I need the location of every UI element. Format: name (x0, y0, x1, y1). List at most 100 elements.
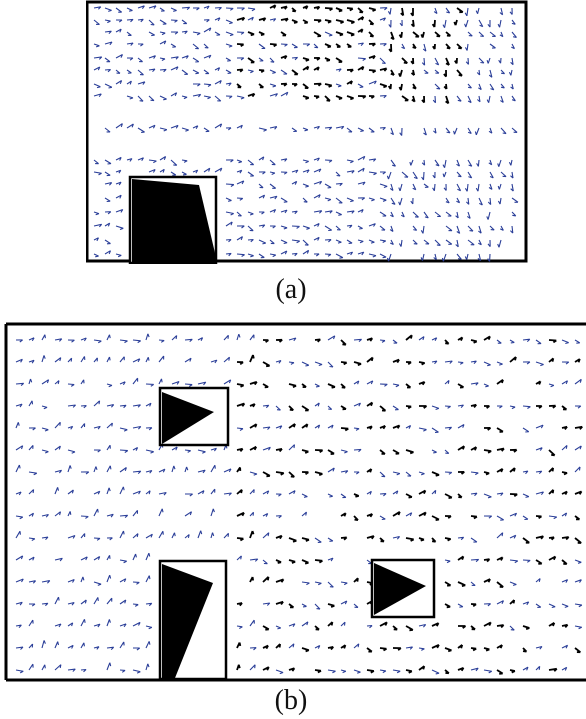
flow-vector-glyph (185, 494, 193, 496)
flow-vector-glyph (68, 465, 71, 472)
flow-vector-glyph (549, 623, 554, 626)
flow-vector-glyph (55, 665, 61, 670)
flow-vector-glyph (523, 667, 528, 670)
flow-vector-glyph (133, 427, 141, 430)
flow-vector-glyph (315, 403, 319, 406)
flow-vector-glyph (237, 467, 240, 472)
flow-vector-glyph (445, 380, 449, 384)
flow-vector-glyph (458, 556, 463, 560)
flow-vector-glyph (575, 427, 582, 430)
flow-vector-glyph (302, 648, 309, 651)
flow-vector-glyph (523, 560, 530, 562)
flow-vector-glyph (536, 579, 540, 583)
flow-vector-glyph (315, 339, 320, 341)
flow-vector-glyph (432, 538, 436, 542)
flow-vector-glyph (471, 340, 477, 343)
flow-vector-glyph (406, 670, 412, 673)
flow-vector-glyph (341, 406, 346, 409)
flow-vector-glyph (432, 428, 439, 432)
flow-vector-glyph (445, 538, 451, 541)
flow-vector-glyph (432, 472, 439, 476)
flow-vector-glyph (42, 355, 45, 362)
flow-vector-glyph (562, 427, 567, 430)
flow-vector-glyph (146, 384, 154, 386)
flow-vector-glyph (16, 647, 23, 649)
flow-vector-glyph (406, 626, 413, 630)
flow-vector-glyph (16, 579, 23, 582)
flow-vector-glyph (133, 670, 140, 673)
flow-vector-glyph (250, 512, 254, 516)
flow-vector-glyph (510, 406, 515, 409)
flow-vector-glyph (536, 406, 542, 408)
flow-vector-glyph (81, 424, 85, 429)
flow-vector-glyph (107, 445, 110, 450)
flow-vector-glyph (562, 645, 568, 648)
flow-vector-glyph (536, 448, 542, 451)
flow-vector-glyph (42, 428, 48, 431)
flow-vector-glyph (185, 384, 192, 387)
flow-vector-glyph (29, 620, 33, 626)
flow-vector-glyph (68, 358, 72, 362)
flow-vector-glyph (484, 406, 489, 408)
flow-vector-glyph (354, 403, 361, 406)
flow-vector-glyph (55, 487, 59, 494)
flow-vector-glyph (55, 597, 59, 604)
flow-vector-glyph (523, 339, 530, 341)
flow-vector-glyph (549, 406, 556, 408)
flow-vector-glyph (419, 491, 425, 495)
flow-vector-glyph (250, 424, 257, 428)
flow-vector-glyph (575, 491, 582, 494)
flow-vector-glyph (302, 494, 307, 497)
flow-vector-glyph (419, 666, 424, 670)
flow-vector-glyph (536, 425, 543, 428)
flow-vector-glyph (146, 534, 152, 538)
flow-vector-glyph (94, 647, 99, 650)
flow-vector-glyph (458, 405, 464, 408)
flow-vector-glyph (510, 494, 517, 496)
flow-vector-glyph (367, 536, 374, 539)
flow-vector-glyph (328, 558, 333, 561)
flow-vector-glyph (471, 582, 475, 586)
flow-vector-glyph (497, 557, 503, 560)
flow-vector-glyph (315, 425, 320, 428)
flow-vector-glyph (575, 538, 581, 543)
flow-vector-glyph (81, 619, 85, 626)
flow-vector-glyph (536, 666, 540, 670)
flow-vector-glyph (510, 357, 516, 362)
flow-vector-glyph (29, 581, 36, 584)
flow-vector-glyph (159, 493, 166, 496)
flow-vector-glyph (263, 472, 270, 476)
flow-vector-glyph (107, 598, 112, 604)
flow-vector-glyph (315, 582, 321, 585)
flow-vector-glyph (68, 490, 73, 494)
flow-vector-glyph (55, 558, 62, 561)
flow-vector-glyph (146, 553, 150, 560)
flow-vector-glyph (367, 381, 373, 384)
flow-vector-glyph (224, 493, 232, 495)
flow-vector-glyph (120, 531, 124, 538)
flow-vector-glyph (328, 468, 334, 472)
flow-vector-glyph (523, 648, 527, 652)
flow-vector-glyph (289, 384, 296, 387)
flow-vector-glyph (276, 560, 281, 563)
flow-vector-glyph (510, 626, 514, 630)
flow-vector-glyph (146, 357, 149, 362)
flow-vector-glyph (432, 338, 437, 341)
flow-vector-glyph (575, 379, 581, 384)
flow-vector-glyph (107, 619, 110, 626)
flow-vector-glyph (250, 490, 254, 495)
flow-vector-glyph (341, 471, 348, 474)
flow-vector-glyph (315, 384, 320, 387)
flow-vector-glyph (120, 405, 126, 407)
flow-vector-glyph (237, 556, 241, 560)
flow-vector-glyph (250, 577, 253, 582)
flow-vector-glyph (445, 406, 451, 408)
flow-vector-glyph (289, 668, 294, 671)
flow-vector-glyph (445, 340, 449, 344)
flow-vector-glyph (289, 538, 296, 542)
flow-vector-glyph (120, 487, 124, 494)
flow-vector-glyph (81, 516, 88, 518)
flow-vector-glyph (549, 537, 554, 539)
flow-vector-glyph (146, 491, 150, 494)
flow-vector-glyph (250, 620, 254, 626)
